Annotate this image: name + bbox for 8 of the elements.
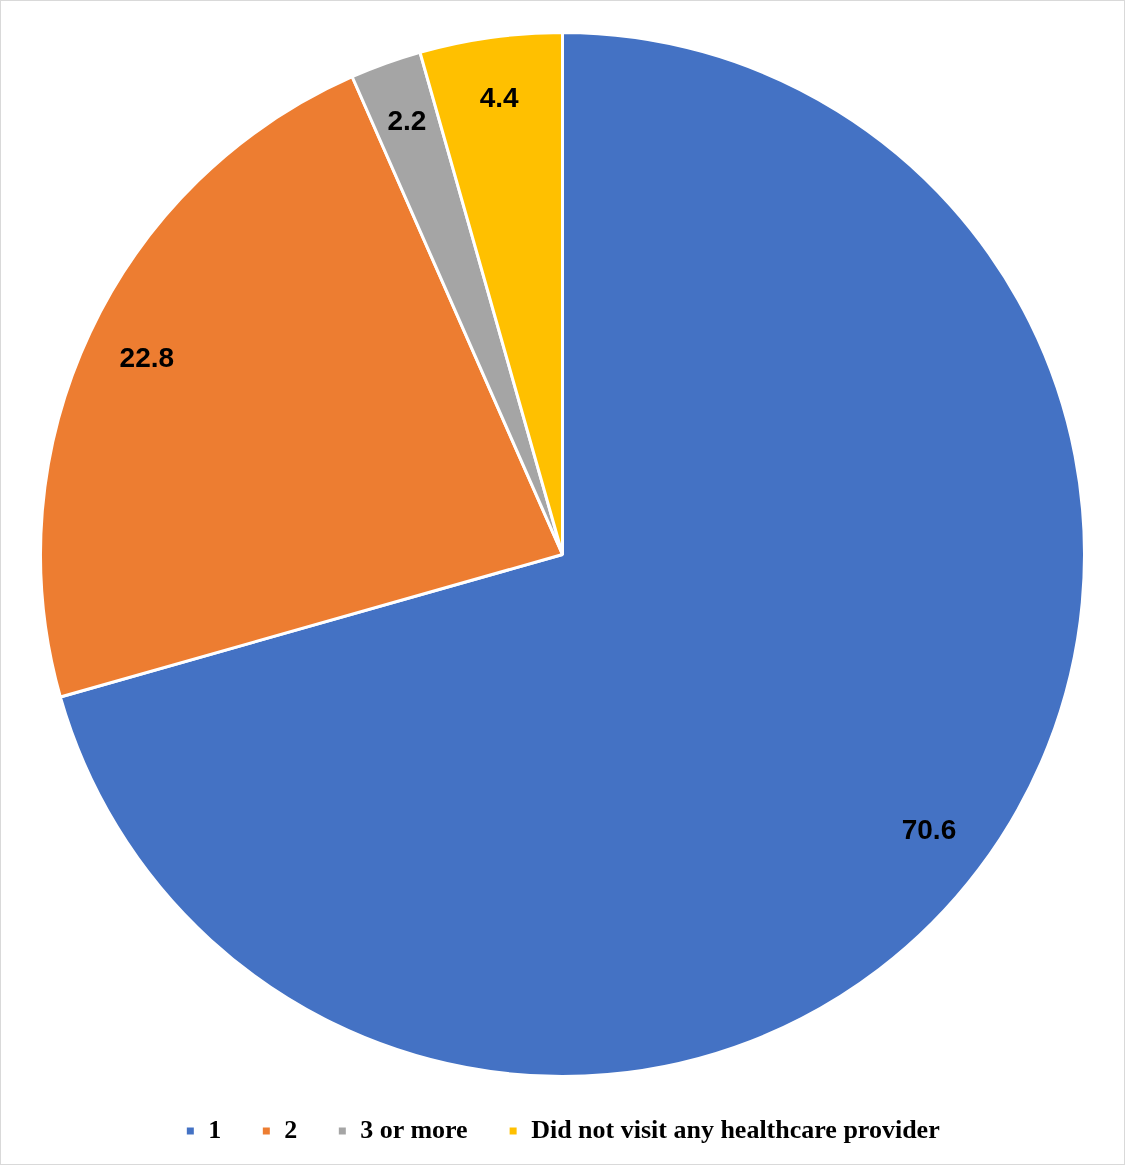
data-label: 2.2 (387, 105, 427, 137)
data-label: 70.6 (901, 814, 957, 846)
data-label: 4.4 (479, 82, 520, 114)
legend-label: Did not visit any healthcare provider (531, 1114, 940, 1144)
legend-label: 2 (284, 1114, 298, 1144)
data-label: 22.8 (119, 341, 175, 373)
legend-label: 3 or more (360, 1114, 468, 1144)
legend-label: 1 (208, 1114, 222, 1144)
